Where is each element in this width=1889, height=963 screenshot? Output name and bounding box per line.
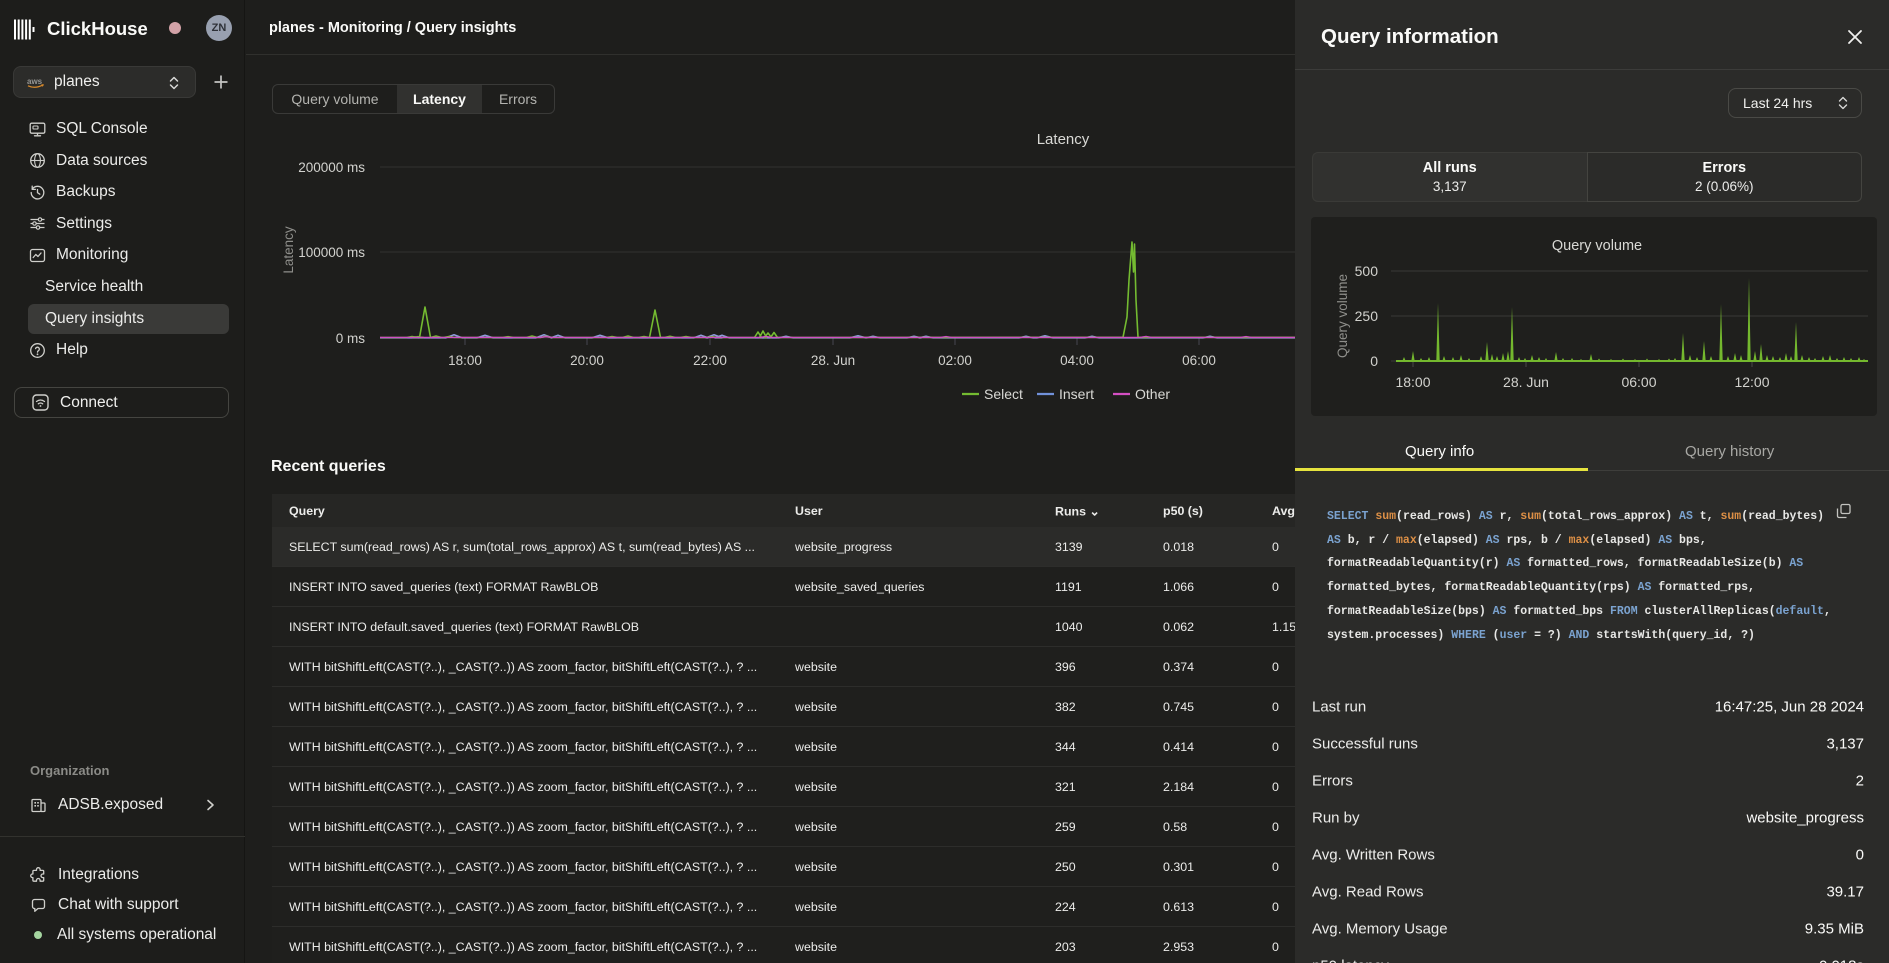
svg-text:06:00: 06:00 — [1182, 353, 1216, 368]
svg-text:500: 500 — [1355, 263, 1379, 279]
svg-text:28. Jun: 28. Jun — [811, 353, 855, 368]
svg-text:18:00: 18:00 — [1395, 374, 1430, 390]
svg-text:18:00: 18:00 — [448, 353, 482, 368]
svg-text:Latency: Latency — [1037, 131, 1090, 148]
svg-text:aws: aws — [27, 77, 43, 86]
svg-text:0: 0 — [1370, 353, 1378, 369]
svg-text:04:00: 04:00 — [1060, 353, 1094, 368]
svg-text:Insert: Insert — [1059, 386, 1094, 402]
svg-text:Query volume: Query volume — [1335, 274, 1350, 358]
svg-text:28. Jun: 28. Jun — [1503, 374, 1549, 390]
svg-text:12:00: 12:00 — [1734, 374, 1769, 390]
svg-text:Select: Select — [984, 386, 1023, 402]
svg-text:200000 ms: 200000 ms — [298, 160, 365, 175]
svg-text:06:00: 06:00 — [1621, 374, 1656, 390]
svg-text:02:00: 02:00 — [938, 353, 972, 368]
svg-text:100000 ms: 100000 ms — [298, 245, 365, 260]
svg-text:0 ms: 0 ms — [336, 331, 366, 346]
svg-text:Latency: Latency — [281, 226, 296, 274]
svg-text:Query volume: Query volume — [1552, 238, 1642, 254]
svg-text:20:00: 20:00 — [570, 353, 604, 368]
svg-text:22:00: 22:00 — [693, 353, 727, 368]
svg-text:250: 250 — [1355, 308, 1379, 324]
svg-text:Other: Other — [1135, 386, 1170, 402]
